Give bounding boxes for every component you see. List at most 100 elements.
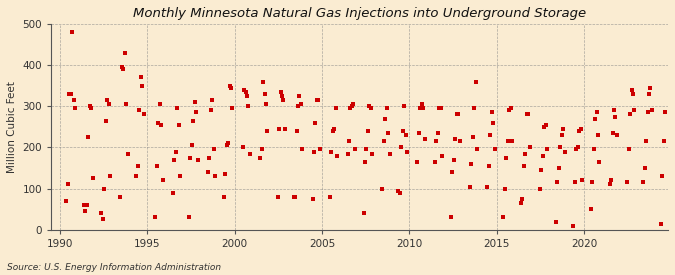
Point: [642, 110, 653, 115]
Point: [277, 94, 288, 98]
Point: [593, 133, 603, 137]
Point: [315, 147, 325, 152]
Point: [638, 180, 649, 185]
Point: [574, 129, 585, 133]
Text: Source: U.S. Energy Information Administration: Source: U.S. Energy Information Administ…: [7, 263, 221, 272]
Point: [239, 87, 250, 92]
Point: [393, 188, 404, 193]
Point: [541, 147, 552, 152]
Point: [576, 178, 587, 183]
Point: [639, 166, 650, 170]
Point: [118, 67, 129, 72]
Point: [364, 104, 375, 108]
Point: [520, 152, 531, 156]
Point: [361, 147, 372, 152]
Point: [272, 195, 283, 199]
Point: [437, 153, 448, 158]
Point: [585, 207, 596, 211]
Point: [448, 158, 459, 162]
Point: [568, 224, 578, 228]
Point: [521, 112, 532, 117]
Point: [84, 104, 95, 108]
Point: [415, 106, 426, 111]
Point: [331, 106, 342, 111]
Point: [156, 123, 167, 127]
Point: [414, 131, 425, 135]
Point: [188, 119, 198, 123]
Point: [604, 182, 615, 187]
Point: [167, 191, 178, 195]
Point: [594, 160, 605, 164]
Point: [210, 174, 221, 178]
Point: [501, 156, 512, 160]
Point: [572, 145, 583, 150]
Point: [575, 127, 586, 131]
Point: [240, 90, 251, 94]
Point: [622, 180, 632, 185]
Point: [655, 221, 666, 226]
Point: [273, 127, 284, 131]
Point: [278, 98, 289, 102]
Point: [608, 131, 618, 135]
Point: [208, 147, 219, 152]
Point: [612, 133, 622, 137]
Point: [225, 86, 236, 90]
Point: [587, 180, 597, 185]
Point: [398, 129, 408, 133]
Point: [131, 174, 142, 178]
Point: [588, 147, 599, 152]
Point: [381, 106, 392, 111]
Point: [157, 178, 168, 183]
Point: [498, 215, 509, 220]
Point: [516, 201, 526, 205]
Point: [641, 139, 651, 144]
Point: [237, 145, 248, 150]
Point: [138, 112, 149, 117]
Point: [505, 106, 516, 111]
Point: [535, 186, 545, 191]
Point: [192, 158, 203, 162]
Point: [326, 149, 337, 154]
Point: [399, 104, 410, 108]
Point: [346, 104, 357, 108]
Point: [647, 108, 657, 112]
Point: [329, 127, 340, 131]
Point: [433, 131, 443, 135]
Point: [171, 106, 182, 111]
Point: [70, 106, 80, 111]
Point: [554, 166, 564, 170]
Point: [623, 147, 634, 152]
Point: [464, 184, 475, 189]
Point: [483, 164, 494, 168]
Title: Monthly Minnesota Natural Gas Injections into Underground Storage: Monthly Minnesota Natural Gas Injections…: [133, 7, 586, 20]
Point: [220, 172, 231, 176]
Point: [396, 145, 407, 150]
Point: [626, 87, 637, 92]
Point: [358, 211, 369, 216]
Point: [435, 106, 446, 111]
Point: [539, 125, 549, 129]
Point: [365, 106, 376, 111]
Point: [227, 106, 238, 111]
Point: [419, 137, 430, 141]
Point: [61, 199, 72, 203]
Point: [256, 147, 267, 152]
Point: [223, 141, 234, 145]
Point: [150, 215, 161, 220]
Point: [518, 164, 529, 168]
Point: [134, 108, 144, 112]
Point: [82, 203, 92, 207]
Point: [453, 112, 464, 117]
Point: [313, 98, 324, 102]
Point: [342, 152, 353, 156]
Point: [275, 90, 286, 94]
Point: [122, 152, 133, 156]
Point: [447, 170, 458, 174]
Y-axis label: Million Cubic Feet: Million Cubic Feet: [7, 81, 17, 173]
Point: [559, 149, 570, 154]
Point: [610, 114, 621, 119]
Point: [279, 127, 290, 131]
Point: [536, 168, 547, 172]
Point: [78, 203, 89, 207]
Point: [259, 92, 270, 96]
